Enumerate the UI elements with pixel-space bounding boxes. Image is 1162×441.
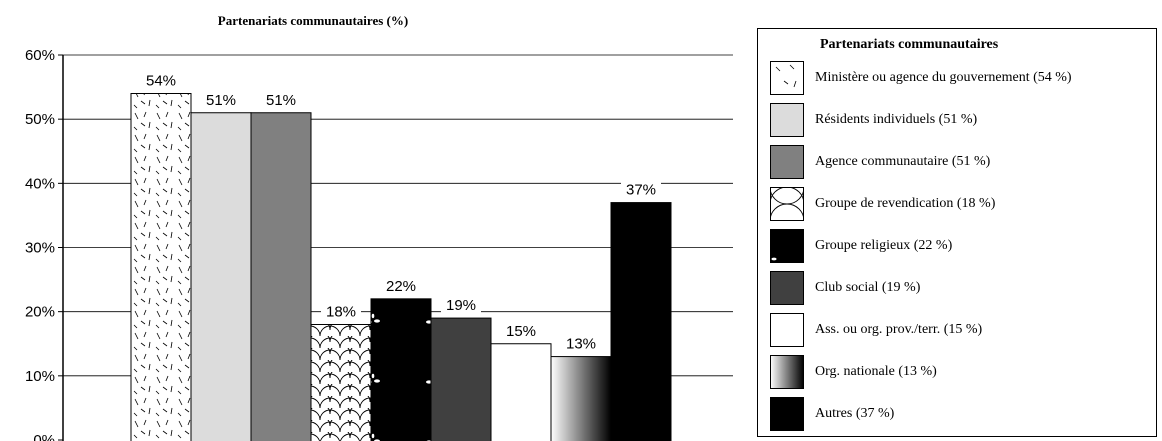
data-label-background bbox=[201, 90, 241, 109]
legend-entry: Résidents individuels (51 %) bbox=[770, 103, 1155, 137]
legend-entry: Groupe de revendication (18 %) bbox=[770, 187, 1155, 221]
legend: Partenariats communautaires Ministère ou… bbox=[757, 28, 1157, 437]
legend-label: Ministère ou agence du gouvernement (54 … bbox=[815, 70, 1072, 85]
legend-swatch bbox=[770, 397, 804, 431]
data-label-background bbox=[441, 296, 481, 315]
bar bbox=[610, 202, 672, 441]
bar bbox=[550, 356, 612, 441]
legend-label: Groupe de revendication (18 %) bbox=[815, 196, 996, 211]
legend-title: Partenariats communautaires bbox=[820, 37, 999, 52]
chart-title: Partenariats communautaires (%) bbox=[218, 13, 408, 28]
data-label-background bbox=[621, 180, 661, 199]
data-label: 51% bbox=[266, 92, 296, 109]
y-tick-label: 60% bbox=[25, 47, 55, 64]
legend-label: Agence communautaire (51 %) bbox=[815, 154, 991, 169]
bar bbox=[310, 324, 372, 441]
legend-swatch bbox=[770, 271, 804, 305]
data-label: 15% bbox=[506, 323, 536, 340]
data-label-background bbox=[561, 334, 601, 353]
bar bbox=[130, 93, 192, 441]
data-label: 13% bbox=[566, 336, 596, 353]
y-tick-label: 0% bbox=[33, 432, 55, 441]
bar bbox=[490, 343, 552, 441]
data-label: 18% bbox=[326, 304, 356, 321]
y-tick-label: 40% bbox=[25, 175, 55, 192]
legend-entry: Groupe religieux (22 %) bbox=[770, 229, 1155, 263]
legend-label: Autres (37 %) bbox=[815, 406, 895, 421]
legend-label: Ass. ou org. prov./terr. (15 %) bbox=[815, 322, 983, 337]
legend-label: Club social (19 %) bbox=[815, 280, 921, 295]
data-labels: 54% 51% 51% 18% 22% 19% 15% 13% 37% bbox=[141, 71, 661, 353]
data-label: 51% bbox=[206, 92, 236, 109]
data-label: 19% bbox=[446, 297, 476, 314]
legend-entry: Autres (37 %) bbox=[770, 397, 1155, 431]
data-label-background bbox=[321, 302, 361, 321]
legend-entry: Club social (19 %) bbox=[770, 271, 1155, 305]
legend-entry: Ass. ou org. prov./terr. (15 %) bbox=[770, 313, 1155, 347]
legend-label: Résidents individuels (51 %) bbox=[815, 112, 978, 127]
data-label-background bbox=[141, 71, 181, 90]
bar bbox=[370, 298, 432, 441]
bar bbox=[430, 317, 492, 441]
legend-swatch bbox=[770, 187, 804, 221]
legend-swatch bbox=[770, 145, 804, 179]
y-tick-label: 20% bbox=[25, 304, 55, 321]
legend-label: Groupe religieux (22 %) bbox=[815, 238, 953, 253]
data-label: 54% bbox=[146, 73, 176, 90]
bars bbox=[130, 93, 672, 441]
y-axis: 0% 10% 20% 30% 40% 50% 60% bbox=[25, 47, 64, 441]
y-tick-label: 30% bbox=[25, 240, 55, 257]
legend-entry: Ministère ou agence du gouvernement (54 … bbox=[770, 61, 1155, 95]
legend-swatch bbox=[770, 229, 804, 263]
bar bbox=[250, 112, 312, 441]
data-label: 22% bbox=[386, 278, 416, 295]
legend-entry: Agence communautaire (51 %) bbox=[770, 145, 1155, 179]
data-label-background bbox=[501, 321, 541, 340]
legend-entry: Org. nationale (13 %) bbox=[770, 355, 1155, 389]
y-tick-label: 50% bbox=[25, 111, 55, 128]
legend-swatch bbox=[770, 313, 804, 347]
legend-swatch bbox=[770, 103, 804, 137]
bar bbox=[190, 112, 252, 441]
legend-swatch bbox=[770, 355, 804, 389]
data-label: 37% bbox=[626, 182, 656, 199]
bar-chart: Partenariats communautaires (%) 0% 10% 20%… bbox=[25, 13, 733, 441]
data-label-background bbox=[261, 90, 301, 109]
data-label-background bbox=[381, 276, 421, 295]
legend-label: Org. nationale (13 %) bbox=[815, 364, 937, 379]
legend-swatch bbox=[770, 61, 804, 95]
y-tick-label: 10% bbox=[25, 368, 55, 385]
